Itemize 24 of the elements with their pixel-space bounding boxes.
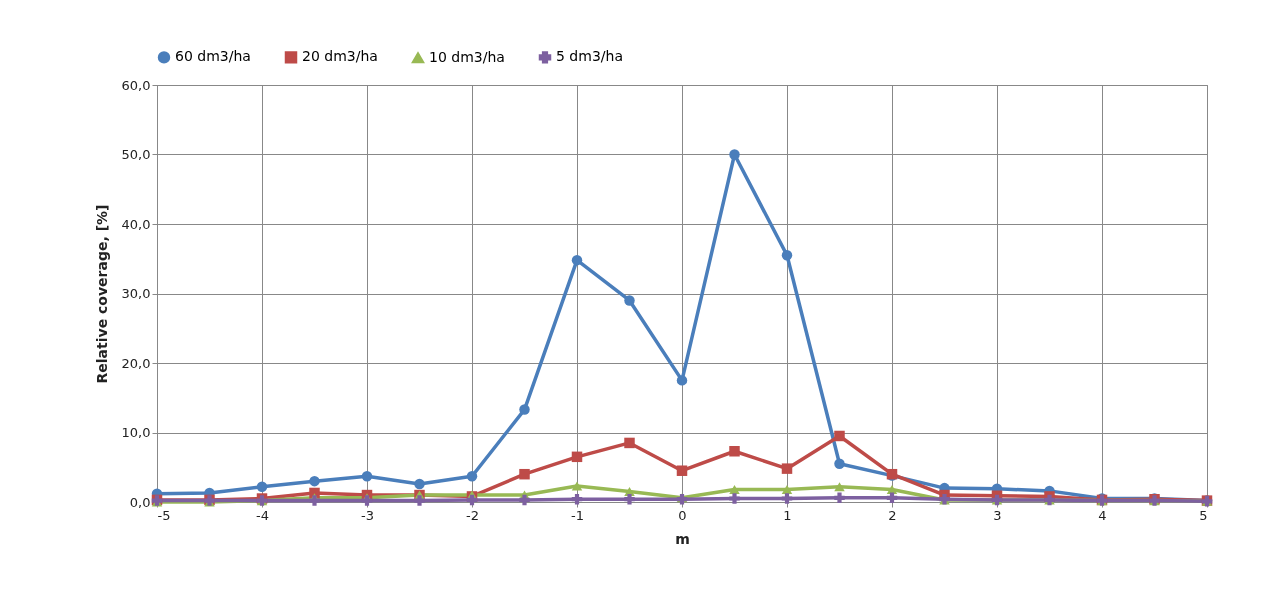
legend-label: 20 dm3/ha xyxy=(302,48,378,65)
x-tick-label: 0 xyxy=(678,507,687,523)
legend-label: 60 dm3/ha xyxy=(175,48,251,65)
x-tick-label: -2 xyxy=(466,507,479,523)
x-tick-label: 2 xyxy=(888,507,897,523)
x-tick-label: 5 xyxy=(1199,507,1208,523)
x-tick-label: -1 xyxy=(571,507,584,523)
legend-label: 10 dm3/ha xyxy=(429,48,505,65)
y-tick-label: 40,0 xyxy=(121,216,151,232)
x-tick-label: 1 xyxy=(783,507,792,523)
x-axis-title: m xyxy=(675,530,690,547)
y-tick-label: 10,0 xyxy=(121,425,151,440)
x-tick-label: 3 xyxy=(993,507,1002,523)
x-tick-label: -4 xyxy=(256,507,269,523)
y-tick-label: 60,0 xyxy=(121,77,151,93)
x-tick-label: -3 xyxy=(361,507,374,523)
x-tick-label: 4 xyxy=(1098,507,1107,523)
y-axis-title: Relative coverage, [%] xyxy=(93,204,110,384)
y-tick-label: 20,0 xyxy=(121,355,151,371)
y-tick-label: 50,0 xyxy=(121,147,151,162)
x-tick-label: -5 xyxy=(157,507,171,523)
legend-label: 5 dm3/ha xyxy=(556,48,623,65)
y-tick-label: 30,0 xyxy=(121,286,151,301)
y-tick-label: 0,0 xyxy=(129,494,151,510)
